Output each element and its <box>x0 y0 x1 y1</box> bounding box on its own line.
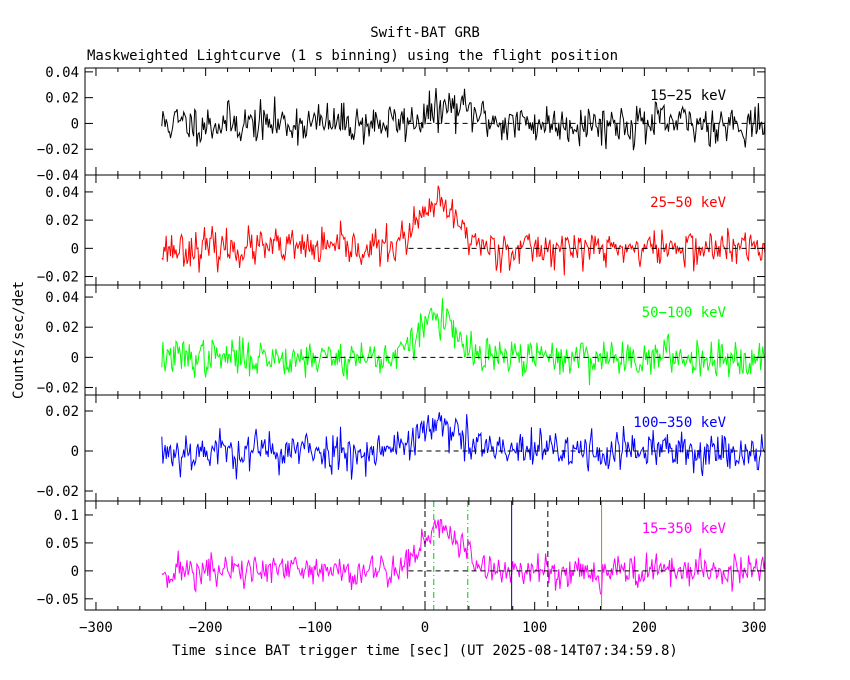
x-tick-label-3: 0 <box>421 620 429 636</box>
y-tick-label-3-0: −0.02 <box>37 380 79 396</box>
panel-3: −0.02 0 0.02 0.04 50−100 keV <box>37 284 766 396</box>
x-axis-label: Time since BAT trigger time [sec] (UT 20… <box>172 643 678 659</box>
series-line-1 <box>161 87 766 151</box>
y-tick-label-5-2: 0.05 <box>45 536 79 552</box>
y-tick-label-5-3: 0.1 <box>54 508 79 524</box>
series-line-5 <box>161 519 766 595</box>
y-tick-label-1-2: 0 <box>71 116 79 132</box>
panel-2: −0.02 0 0.02 0.04 25−50 keV <box>37 174 766 286</box>
x-axis: −300 −200 −100 0 100 200 300 <box>79 620 767 636</box>
panel-4: −0.02 0 0.02 100−350 keV <box>37 394 766 502</box>
x-tick-label-4: 100 <box>522 620 547 636</box>
panels-group: −0.04 −0.02 0 0.02 0.04 15−25 keV −0.02 0 0.02 0.… <box>37 65 766 611</box>
y-tick-label-2-2: 0.02 <box>45 213 79 229</box>
y-tick-label-4-1: 0 <box>71 444 79 460</box>
y-tick-label-1-0: −0.04 <box>37 168 79 184</box>
y-tick-label-2-0: −0.02 <box>37 270 79 286</box>
series-line-2 <box>161 185 766 276</box>
band-label-4: 100−350 keV <box>633 415 726 431</box>
band-label-2: 25−50 keV <box>650 195 726 211</box>
band-label-3: 50−100 keV <box>642 305 727 321</box>
x-tick-label-2: −100 <box>298 620 332 636</box>
panel-frame-2 <box>84 174 766 286</box>
x-tick-label-1: −200 <box>189 620 223 636</box>
y-tick-label-1-1: −0.02 <box>37 142 79 158</box>
y-tick-label-5-0: −0.05 <box>37 592 79 608</box>
figure-subtitle: Maskweighted Lightcurve (1 s binning) us… <box>87 48 618 64</box>
band-label-1: 15−25 keV <box>650 88 726 104</box>
y-tick-label-3-1: 0 <box>71 350 79 366</box>
x-tick-label-0: −300 <box>79 620 113 636</box>
y-tick-label-4-0: −0.02 <box>37 484 79 500</box>
y-tick-label-2-1: 0 <box>71 241 79 257</box>
y-tick-label-4-2: 0.02 <box>45 404 79 420</box>
y-tick-label-2-3: 0.04 <box>45 185 79 201</box>
x-tick-label-6: 300 <box>741 620 766 636</box>
x-tick-label-5: 200 <box>632 620 657 636</box>
panel-1: −0.04 −0.02 0 0.02 0.04 15−25 keV <box>37 65 766 184</box>
series-line-3 <box>161 298 766 386</box>
panel-5: −0.05 0 0.05 0.1 15−350 keV <box>37 500 766 611</box>
y-tick-label-5-1: 0 <box>71 564 79 580</box>
series-line-4 <box>161 412 766 480</box>
panel-frame-3 <box>84 284 766 396</box>
band-label-5: 15−350 keV <box>642 521 727 537</box>
figure-title: Swift-BAT GRB <box>370 25 480 41</box>
y-tick-label-3-2: 0.02 <box>45 320 79 336</box>
y-axis-label: Counts/sec/det <box>11 281 27 399</box>
y-tick-label-1-4: 0.04 <box>45 65 79 81</box>
y-tick-label-3-3: 0.04 <box>45 290 79 306</box>
y-tick-label-1-3: 0.02 <box>45 91 79 107</box>
